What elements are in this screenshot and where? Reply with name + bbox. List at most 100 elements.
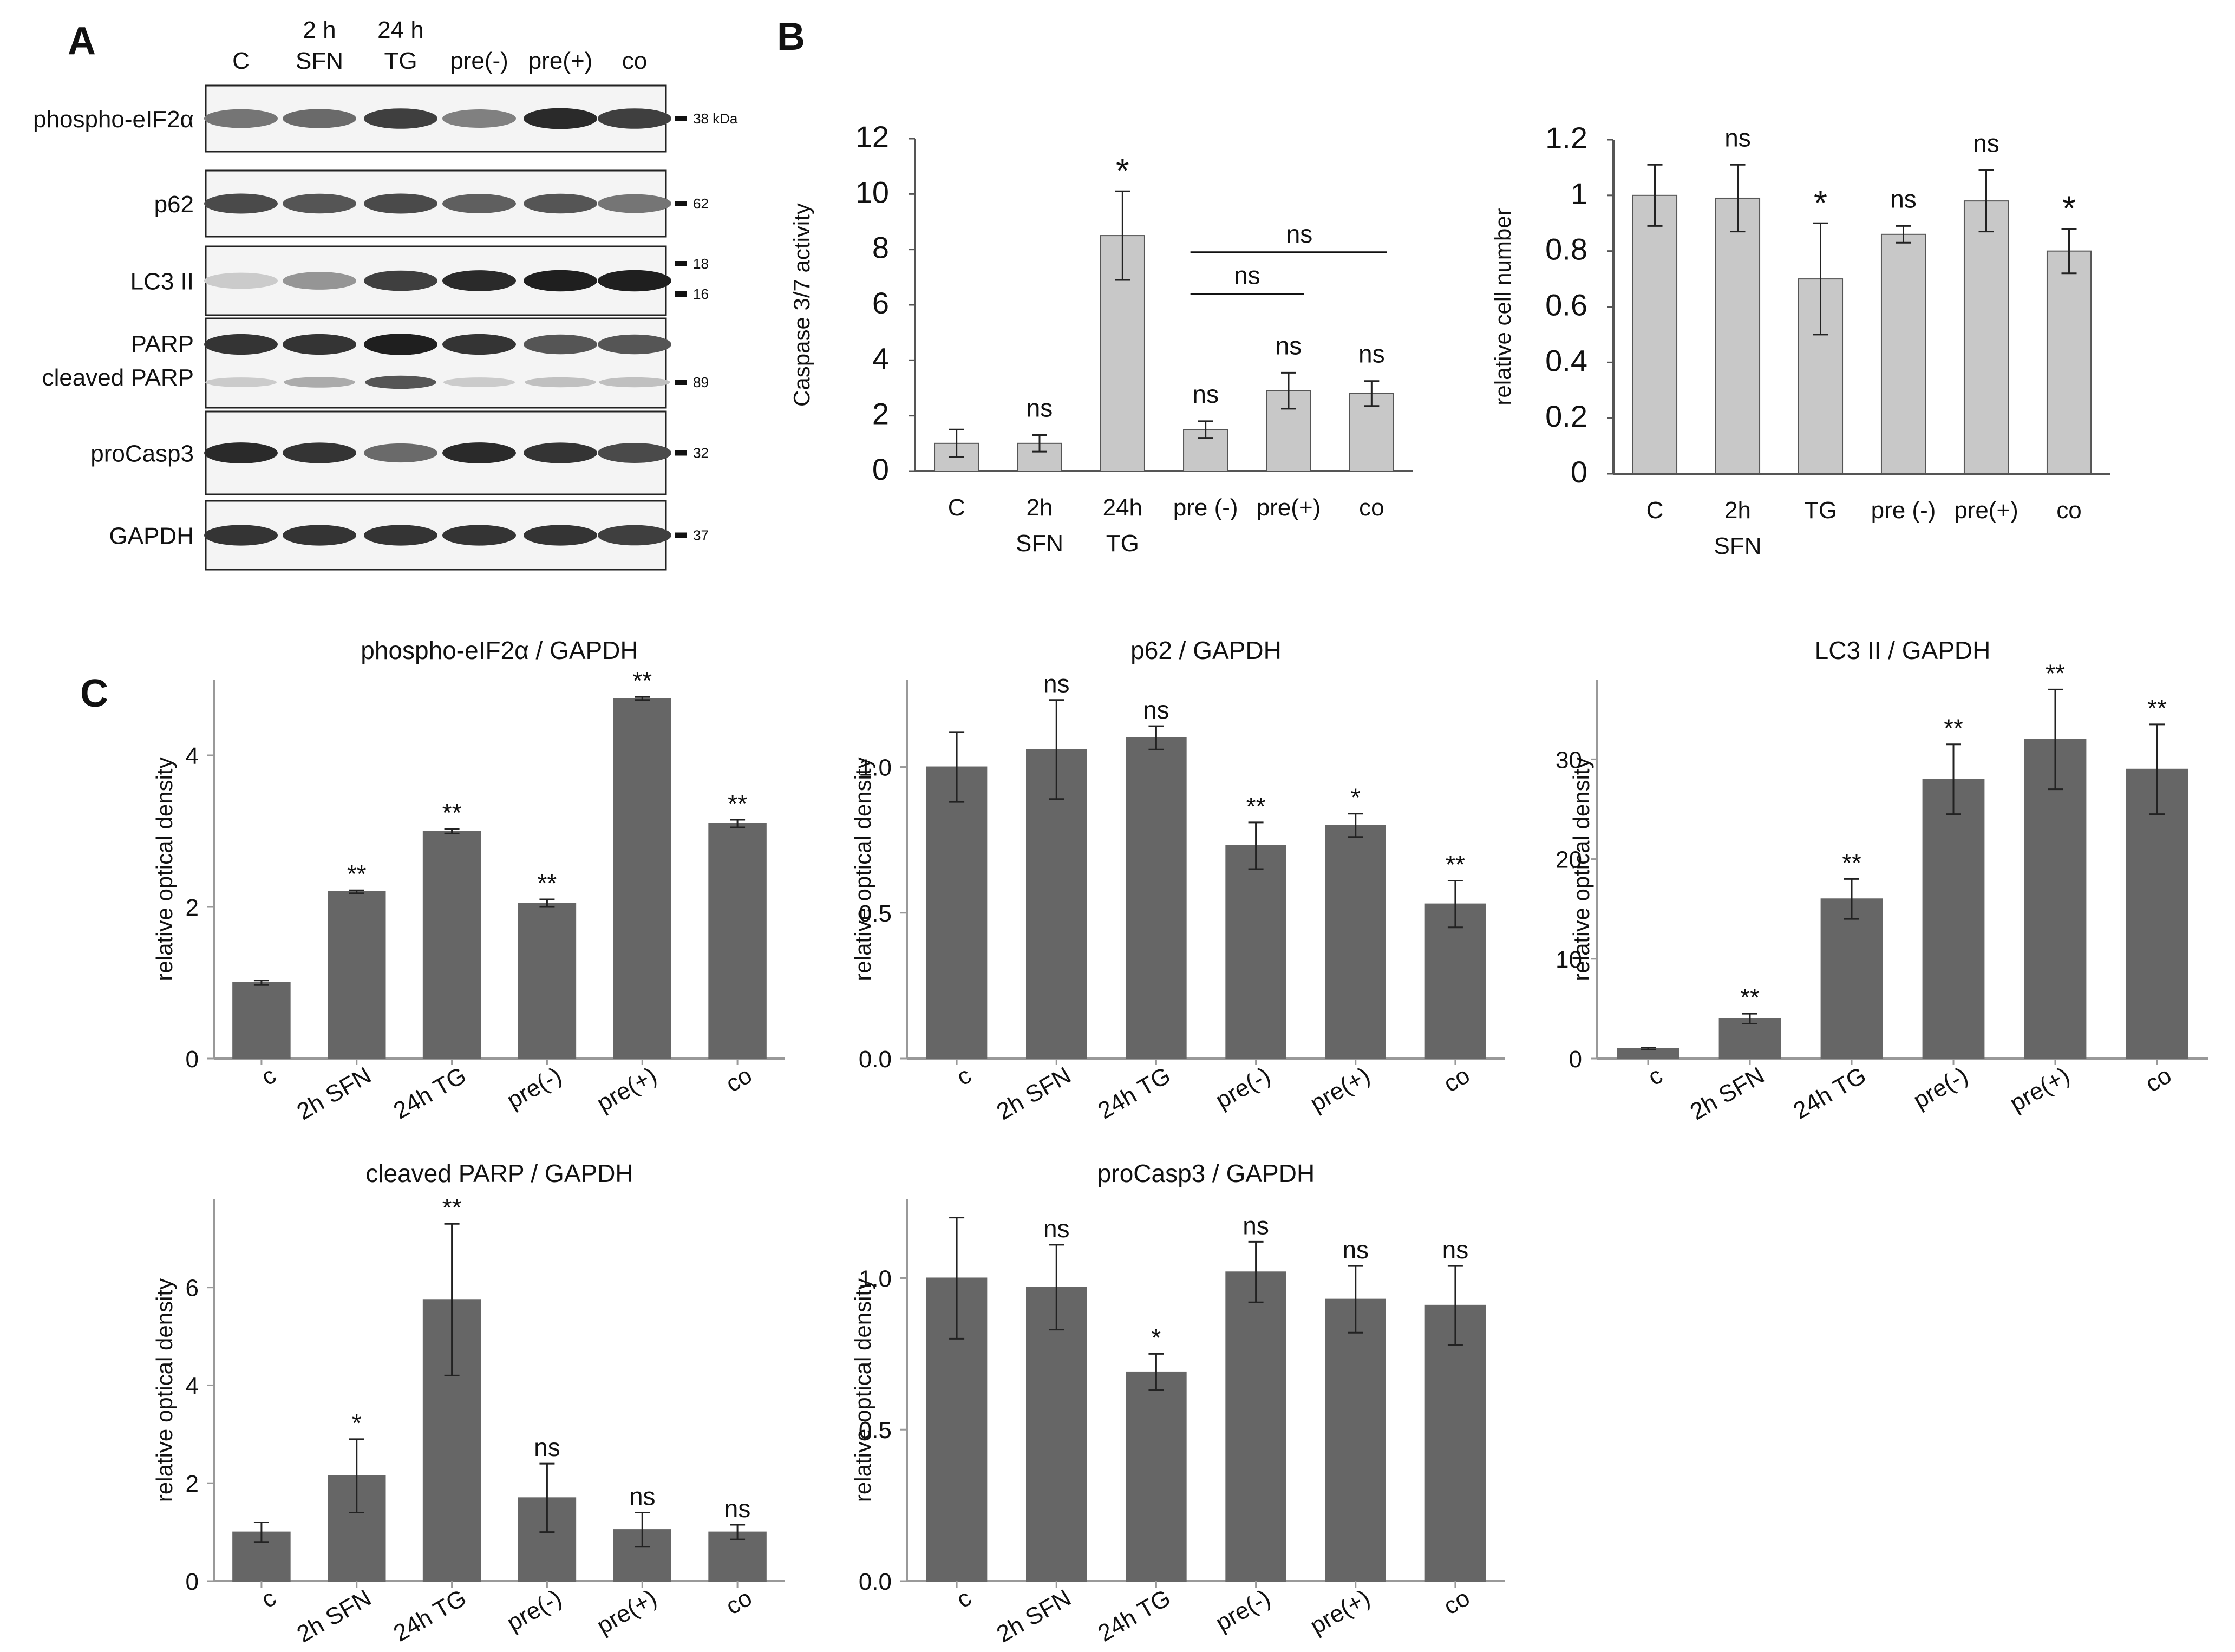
bar — [1424, 1304, 1486, 1582]
blot-band — [284, 377, 355, 388]
y-tick-label: 0.5 — [859, 1417, 892, 1444]
blot-band — [599, 377, 670, 388]
significance-label: ns — [1442, 1236, 1469, 1264]
blot-band — [364, 193, 437, 214]
chart-title: LC3 II / GAPDH — [1815, 636, 1991, 664]
y-tick-label: 1.2 — [1545, 121, 1587, 155]
blot-band — [598, 443, 671, 463]
bar — [1424, 903, 1486, 1059]
western-blot-panel: C 2 h SFN 24 h TG pre(-) pre(+) co phospho-eIF2α… — [33, 17, 738, 571]
cell-number-chart: relative cell number 0 0.2 0.4 0.6 0.8 1 1.2 Cns… — [1490, 121, 2110, 559]
bar — [518, 903, 577, 1059]
blot-band — [525, 377, 596, 388]
significance-label: ** — [2046, 659, 2065, 687]
y-tick-label: 20 — [1556, 847, 1582, 873]
x-tick-label: 24h TG — [1103, 494, 1142, 557]
x-tick-label: co — [1359, 494, 1384, 521]
blot-band — [283, 334, 356, 355]
bar — [1026, 749, 1087, 1059]
y-tick-label: 0 — [872, 452, 889, 486]
blot-band — [205, 377, 277, 387]
bar — [422, 831, 481, 1059]
kda-marker — [675, 532, 687, 538]
blot-band — [442, 442, 516, 463]
y-tick-label: 1.0 — [859, 1265, 892, 1292]
bar — [708, 1531, 767, 1582]
p62-density-chart: p62 / GAPDH relative optical density 0.0 0.… — [850, 636, 1505, 1125]
panel-letter-c: C — [80, 672, 108, 715]
bar — [2024, 739, 2087, 1060]
bar — [1126, 1371, 1187, 1582]
kda-label: 16 — [693, 286, 709, 302]
significance-label: ** — [728, 789, 747, 818]
significance-label: ns — [1043, 670, 1070, 698]
bar — [1963, 200, 2009, 474]
significance-label: ns — [1276, 331, 1302, 360]
y-tick-label: 8 — [872, 231, 889, 265]
x-tick-label: pre (-) — [1871, 497, 1936, 524]
panel-letter-a: A — [68, 19, 96, 63]
y-tick-label: 6 — [186, 1275, 199, 1302]
bar — [1126, 737, 1187, 1059]
y-tick-label: 0 — [186, 1569, 199, 1595]
blot-row-label: proCasp3 — [90, 441, 194, 467]
y-tick-label: 4 — [186, 1373, 199, 1399]
bracket-label: ns — [1234, 262, 1260, 290]
blot-row-label: GAPDH — [109, 523, 194, 550]
significance-label: ** — [1740, 983, 1760, 1011]
blot-band — [524, 525, 597, 546]
significance-label: ns — [1724, 123, 1751, 152]
blot-band — [364, 525, 437, 546]
y-tick-label: 0.5 — [859, 900, 892, 927]
blot-band — [204, 109, 278, 128]
kda-marker — [675, 261, 687, 266]
panel-letter-b: B — [777, 15, 805, 58]
kda-marker — [675, 450, 687, 456]
y-axis-label: Caspase 3/7 activity — [789, 203, 814, 407]
bar — [708, 823, 767, 1059]
significance-label: * — [352, 1409, 362, 1437]
kda-marker — [675, 201, 687, 206]
significance-label: ns — [1890, 185, 1917, 213]
lane-label: C — [232, 48, 250, 74]
significance-label: ** — [442, 799, 462, 827]
bar — [232, 982, 291, 1059]
x-tick-label: 2h SFN — [1016, 494, 1063, 557]
significance-label: ns — [1358, 340, 1385, 368]
blot-band — [204, 525, 278, 546]
significance-label: ** — [538, 869, 557, 897]
blot-band — [364, 270, 437, 291]
bar — [1632, 194, 1678, 475]
y-tick-label: 2 — [872, 397, 889, 431]
bar — [926, 766, 988, 1059]
y-tick-label: 30 — [1556, 747, 1582, 773]
bar — [1325, 1298, 1386, 1582]
kda-label: 62 — [693, 195, 709, 212]
y-tick-label: 0.2 — [1545, 399, 1587, 433]
y-axis-label: relative optical density — [152, 757, 177, 981]
lane-label: pre(-) — [450, 48, 508, 74]
significance-label: ns — [1243, 1211, 1269, 1239]
blot-band — [364, 443, 437, 463]
y-axis-label: relative optical density — [1569, 757, 1594, 981]
significance-label: ns — [1143, 696, 1169, 724]
blot-band — [365, 375, 436, 389]
blot-band — [283, 525, 356, 546]
blot-strip — [205, 317, 667, 409]
bar — [2046, 250, 2092, 474]
y-tick-label: 0.6 — [1545, 288, 1587, 322]
blot-band — [442, 270, 516, 291]
bar — [1026, 1287, 1087, 1582]
bar — [1225, 1271, 1286, 1582]
blot-row-label: PARP — [130, 331, 194, 357]
y-tick-label: 4 — [186, 743, 199, 769]
y-tick-label: 0 — [1571, 455, 1587, 489]
significance-label: ** — [632, 667, 652, 695]
blot-band — [364, 334, 437, 355]
bar — [1820, 898, 1883, 1060]
blot-band — [283, 109, 356, 128]
kda-label: 18 — [693, 256, 709, 272]
chart-title: phospho-eIF2α / GAPDH — [361, 636, 638, 664]
kda-marker — [675, 116, 687, 121]
